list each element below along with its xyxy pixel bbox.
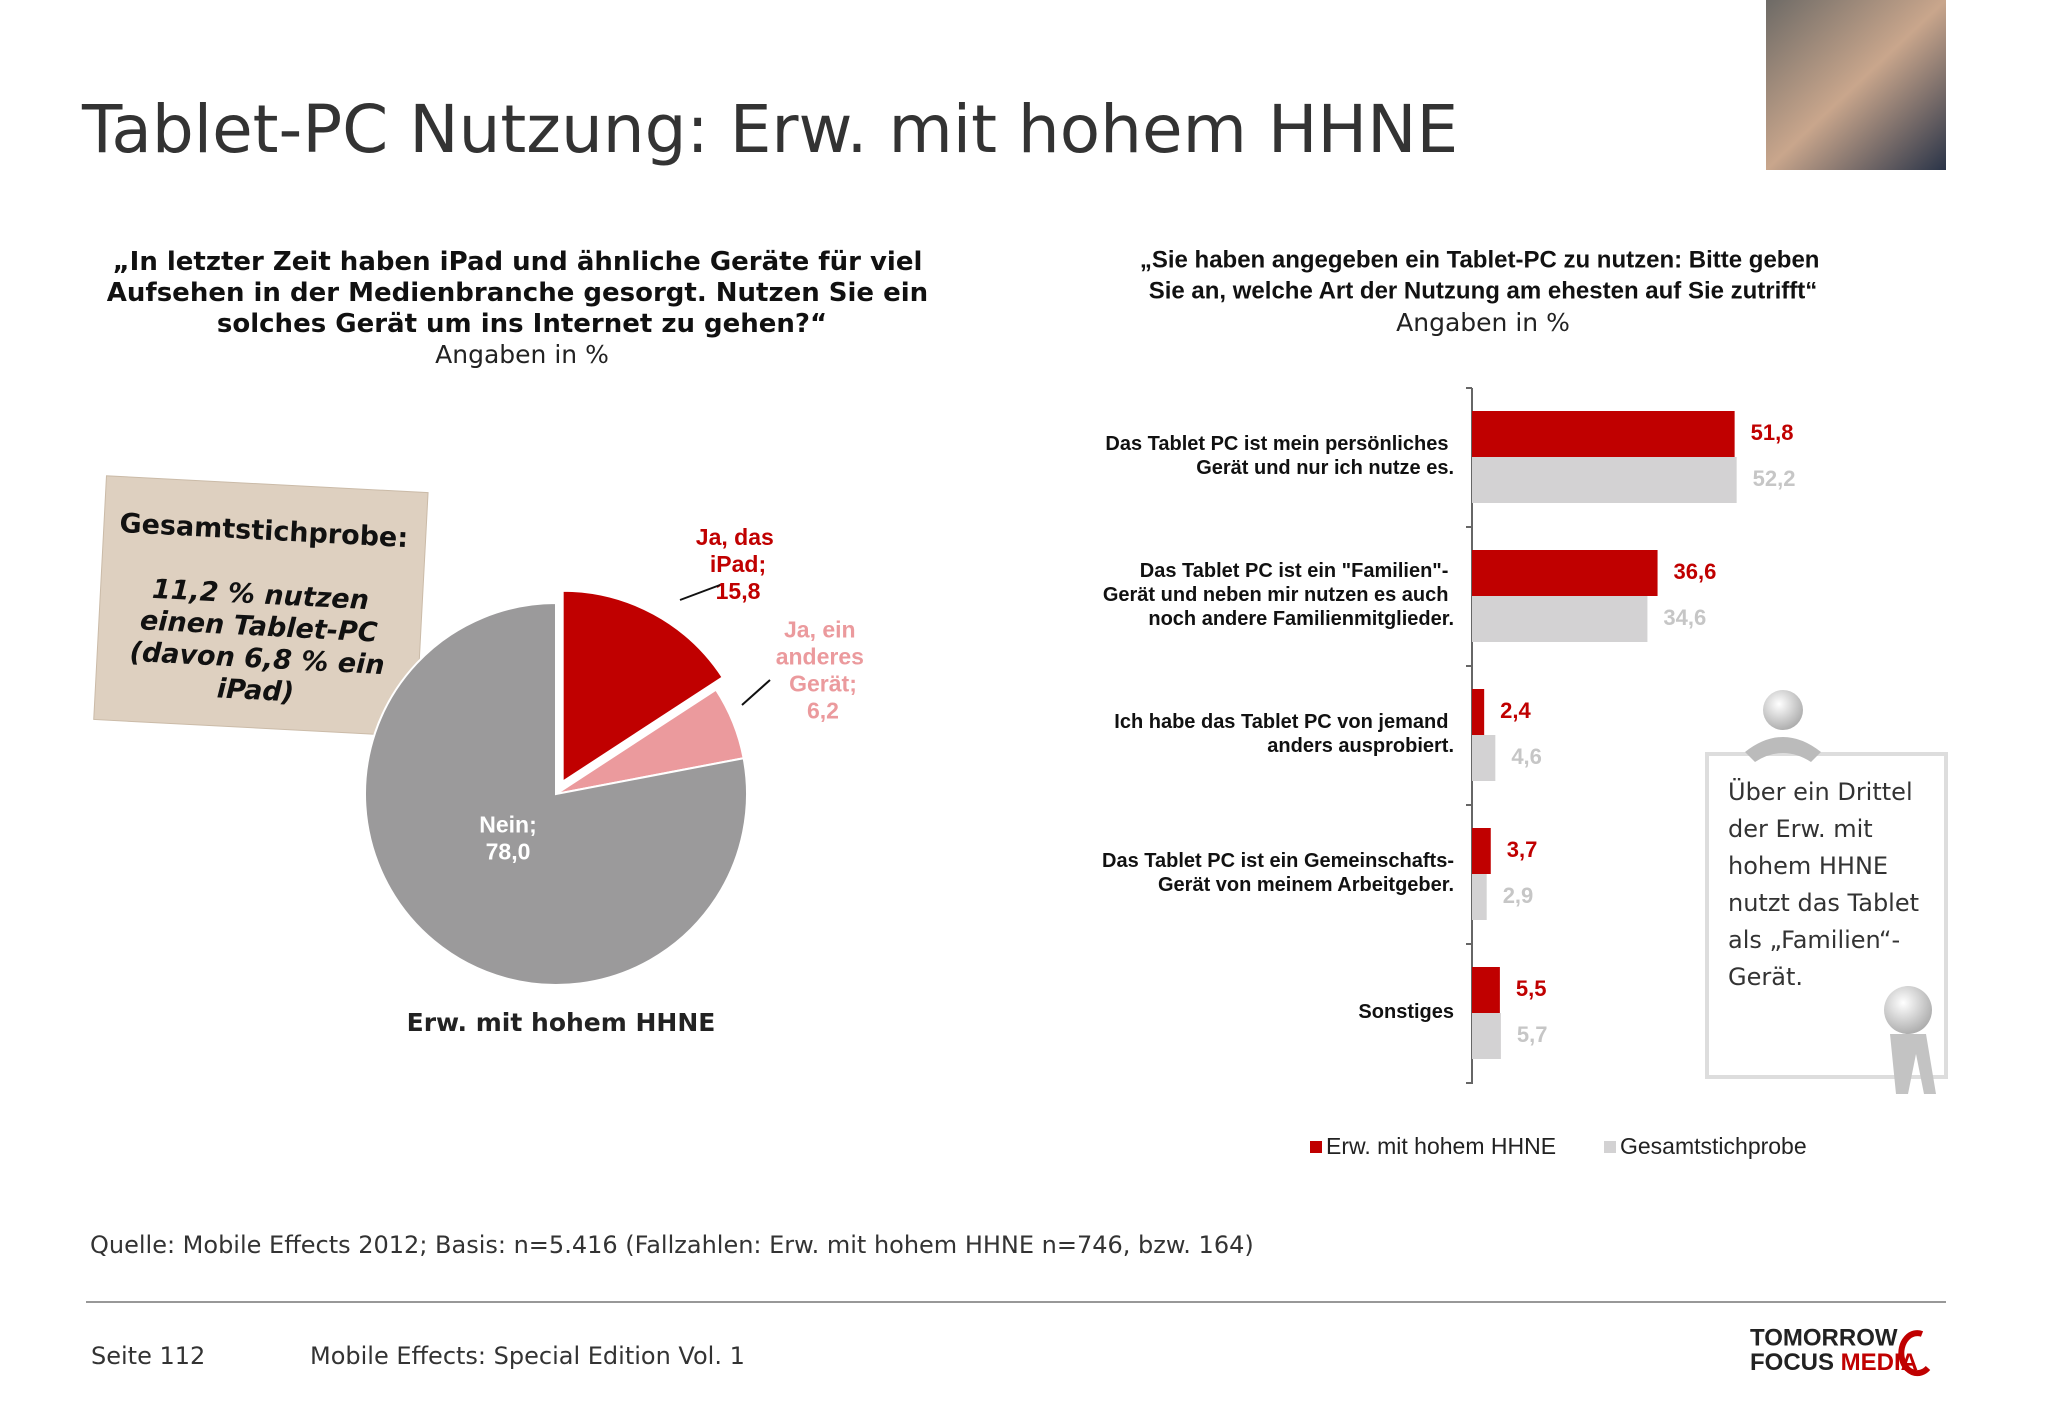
value-label: 2,9 xyxy=(1503,883,1534,908)
pie-slice xyxy=(364,601,748,986)
leader-line xyxy=(679,584,721,601)
chart-title: „Sie haben angegeben ein Tablet-PC zu nu… xyxy=(1140,247,1826,305)
page-number: Seite 112 xyxy=(91,1342,205,1370)
value-label: 5,7 xyxy=(1517,1022,1548,1047)
value-label: 5,5 xyxy=(1516,976,1547,1001)
source: Quelle: Mobile Effects 2012; Basis: n=5.… xyxy=(90,1231,1254,1259)
value-label: 4,6 xyxy=(1511,744,1542,769)
bar xyxy=(1472,411,1735,457)
category-label: Das Tablet PC ist ein Gemeinschafts-Gerä… xyxy=(1102,850,1454,896)
legend-swatch xyxy=(1604,1141,1616,1153)
slice-label: Ja, das iPad; xyxy=(696,524,780,577)
legend-label: Gesamtstichprobe xyxy=(1620,1133,1807,1159)
bar xyxy=(1472,735,1496,781)
slice-label: Nein; xyxy=(479,812,537,838)
slide-title: Tablet-PC Nutzung: Erw. mit hohem HHNE xyxy=(81,91,1458,168)
chart-subtitle: Angaben in % xyxy=(1396,308,1570,337)
value-label: 52,2 xyxy=(1753,466,1796,491)
legend-swatch xyxy=(1310,1141,1322,1153)
bar xyxy=(1472,596,1648,642)
callout-line: Gerät. xyxy=(1728,963,1803,991)
value-label: 51,8 xyxy=(1751,420,1794,445)
value-label: 36,6 xyxy=(1674,559,1717,584)
chart-caption: Erw. mit hohem HHNE xyxy=(407,1008,716,1037)
bar xyxy=(1472,874,1487,920)
category-label: Ich habe das Tablet PC von jemand anders… xyxy=(1114,711,1454,757)
figure-body xyxy=(1745,737,1821,762)
bar xyxy=(1472,1013,1501,1059)
callout-line: hohem HHNE xyxy=(1728,852,1888,880)
callout-line: nutzt das Tablet xyxy=(1728,889,1919,917)
logo-word: FOCUS xyxy=(1750,1349,1834,1376)
callout-line: als „Familien“- xyxy=(1728,926,1900,954)
figure-head xyxy=(1763,690,1803,730)
chart-title: „In letzter Zeit haben iPad und ähnliche… xyxy=(107,247,937,339)
callout-line: der Erw. mit xyxy=(1728,815,1873,843)
leader-line xyxy=(741,679,771,706)
logo-text: FOCUS MEDIA xyxy=(1750,1349,1918,1376)
category-label: Sonstiges xyxy=(1358,1001,1454,1023)
legend-label: Erw. mit hohem HHNE xyxy=(1326,1133,1556,1159)
category-label: Das Tablet PC ist mein persönliches Gerä… xyxy=(1105,433,1454,479)
figure-body xyxy=(1890,1034,1936,1094)
slice-value-label: 6,2 xyxy=(807,698,839,724)
note-line: iPad) xyxy=(216,673,295,708)
publication: Mobile Effects: Special Edition Vol. 1 xyxy=(310,1342,745,1370)
bar xyxy=(1472,967,1500,1013)
figure-head xyxy=(1884,986,1932,1034)
value-label: 2,4 xyxy=(1500,698,1531,723)
bar xyxy=(1472,457,1737,503)
logo-text: TOMORROW xyxy=(1750,1324,1898,1351)
slice-label: Ja, ein anderes Gerät; xyxy=(776,617,871,697)
logo-arc xyxy=(1898,1330,1931,1377)
bar xyxy=(1472,828,1491,874)
value-label: 34,6 xyxy=(1663,605,1706,630)
note-background xyxy=(93,475,429,737)
photo xyxy=(1766,0,1946,170)
category-label: Das Tablet PC ist ein "Familien"- Gerät … xyxy=(1103,560,1454,630)
slice-value-label: 78,0 xyxy=(486,839,531,865)
slice-value-label: 15,8 xyxy=(716,578,761,604)
chart-subtitle: Angaben in % xyxy=(435,340,609,369)
pie-slice xyxy=(561,589,725,784)
value-label: 3,7 xyxy=(1507,837,1538,862)
bar xyxy=(1472,689,1485,735)
bar xyxy=(1472,550,1658,596)
callout-line: Über ein Drittel xyxy=(1728,777,1913,806)
